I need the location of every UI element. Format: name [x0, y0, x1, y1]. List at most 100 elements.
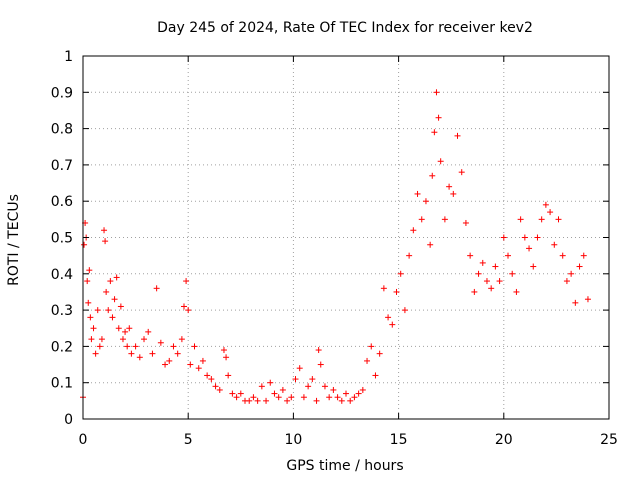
data-point — [500, 234, 507, 241]
x-tick-label: 0 — [79, 432, 88, 448]
data-point — [551, 241, 558, 248]
data-point — [88, 336, 95, 343]
data-point — [397, 270, 404, 277]
data-point — [174, 350, 181, 357]
data-point — [568, 270, 575, 277]
data-point — [505, 252, 512, 259]
data-point — [105, 307, 112, 314]
data-point — [496, 278, 503, 285]
data-point — [321, 383, 328, 390]
data-point — [467, 252, 474, 259]
data-point — [117, 303, 124, 310]
data-point — [149, 350, 156, 357]
data-point — [414, 190, 421, 197]
plot-frame — [82, 55, 610, 420]
data-point — [576, 263, 583, 270]
data-point — [216, 386, 223, 393]
y-tick-label: 0 — [64, 412, 73, 428]
data-point — [102, 238, 109, 245]
data-point — [157, 339, 164, 346]
data-point — [351, 394, 358, 401]
data-point — [115, 325, 122, 332]
x-tick-label: 15 — [390, 432, 408, 448]
data-point — [483, 278, 490, 285]
data-point — [334, 394, 341, 401]
x-tick-label: 10 — [284, 432, 302, 448]
data-point — [513, 288, 520, 295]
data-point — [208, 376, 215, 383]
data-point — [435, 114, 442, 121]
data-point — [418, 216, 425, 223]
data-point — [183, 278, 190, 285]
data-point — [368, 343, 375, 350]
data-point — [462, 219, 469, 226]
data-point — [90, 325, 97, 332]
data-point — [145, 328, 152, 335]
data-point — [187, 361, 194, 368]
points-layer — [80, 89, 591, 404]
data-point — [330, 386, 337, 393]
y-tick-label: 0.3 — [51, 303, 73, 319]
y-tick-label: 0.1 — [51, 376, 73, 392]
y-axis-label: ROTI / TECUs — [6, 194, 22, 286]
data-point — [84, 278, 91, 285]
data-point — [359, 386, 366, 393]
data-point — [246, 397, 253, 404]
data-point — [534, 234, 541, 241]
data-point — [254, 397, 261, 404]
data-point — [355, 390, 362, 397]
data-point — [87, 314, 94, 321]
data-point — [284, 397, 291, 404]
data-point — [309, 376, 316, 383]
data-point — [204, 372, 211, 379]
data-point — [521, 234, 528, 241]
data-point — [98, 336, 105, 343]
data-point — [220, 347, 227, 354]
data-point — [162, 361, 169, 368]
data-point — [317, 361, 324, 368]
data-point — [376, 350, 383, 357]
y-tick-label: 1 — [64, 49, 73, 65]
data-point — [313, 397, 320, 404]
data-point — [347, 397, 354, 404]
x-tick-label: 5 — [184, 432, 193, 448]
data-point — [275, 394, 282, 401]
data-point — [429, 172, 436, 179]
data-point — [107, 278, 114, 285]
data-point — [563, 278, 570, 285]
data-point — [223, 354, 230, 361]
data-point — [94, 307, 101, 314]
data-point — [488, 285, 495, 292]
data-point — [372, 372, 379, 379]
data-point — [279, 386, 286, 393]
data-point — [475, 270, 482, 277]
data-point — [326, 394, 333, 401]
data-point — [258, 383, 265, 390]
data-point — [212, 383, 219, 390]
data-point — [132, 343, 139, 350]
data-point — [101, 227, 108, 234]
data-point — [526, 245, 533, 252]
data-point — [300, 394, 307, 401]
data-point — [385, 314, 392, 321]
data-point — [191, 343, 198, 350]
data-point — [199, 357, 206, 364]
data-point — [185, 307, 192, 314]
data-point — [113, 274, 120, 281]
data-point — [406, 252, 413, 259]
data-point — [153, 285, 160, 292]
data-point — [126, 325, 133, 332]
grid-layer — [83, 56, 609, 419]
data-point — [229, 390, 236, 397]
y-tick-label: 0.7 — [51, 158, 73, 174]
data-point — [458, 169, 465, 176]
data-point — [86, 267, 93, 274]
data-point — [538, 216, 545, 223]
data-point — [580, 252, 587, 259]
data-point — [431, 129, 438, 136]
x-axis-label: GPS time / hours — [286, 458, 403, 474]
data-point — [103, 288, 110, 295]
data-point — [195, 365, 202, 372]
y-tick-label: 0.5 — [51, 231, 73, 247]
data-point — [178, 336, 185, 343]
